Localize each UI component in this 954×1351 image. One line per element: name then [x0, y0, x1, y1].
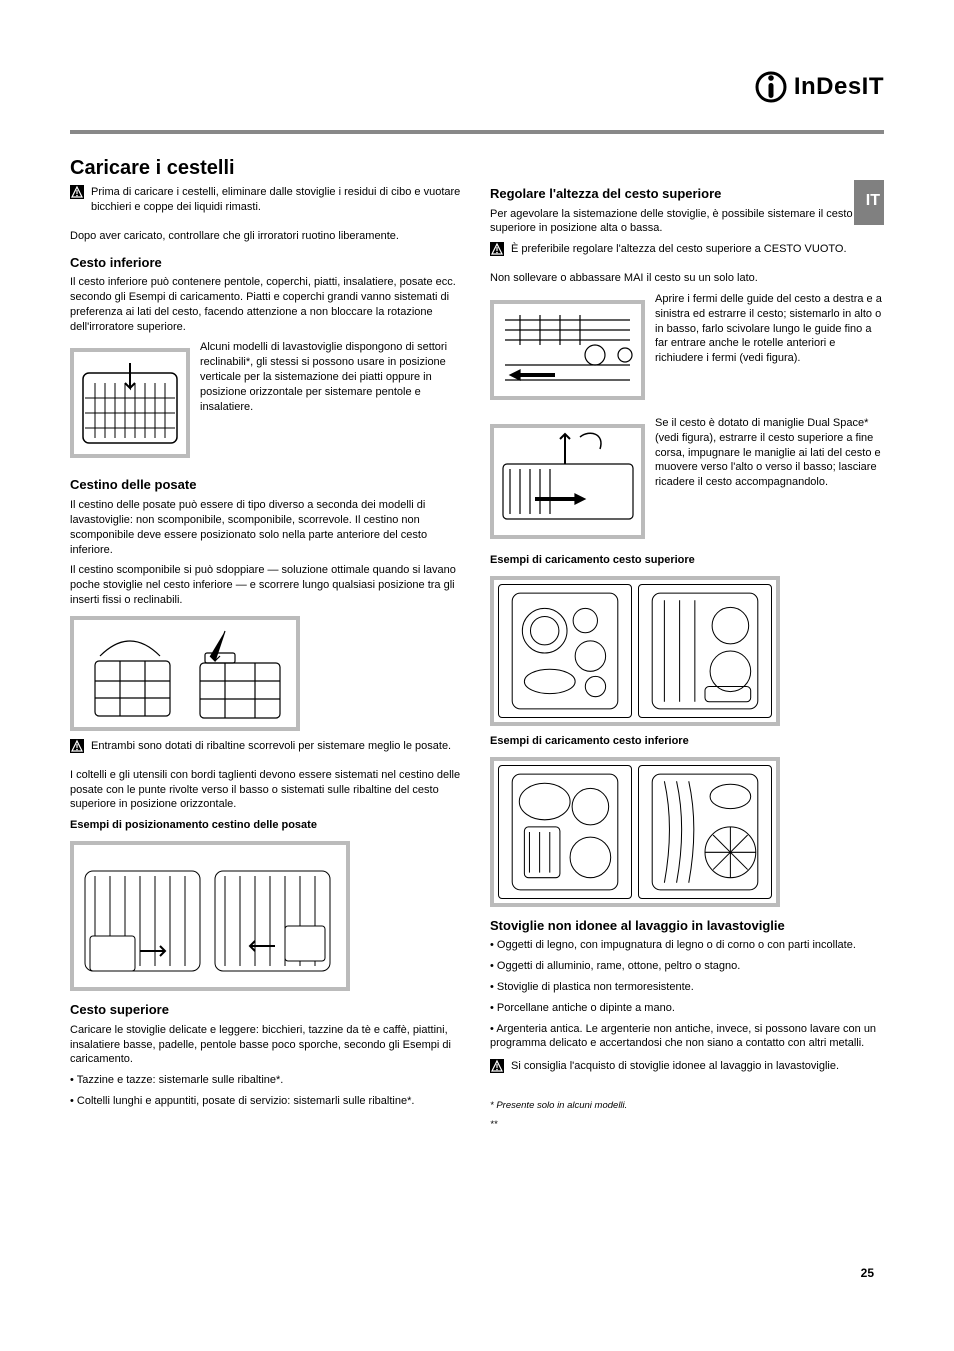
paragraph: Dopo aver caricato, controllare che gli … — [70, 229, 464, 244]
paragraph: Il cesto inferiore può contenere pentole… — [70, 275, 464, 334]
section-heading-adjust: Regolare l'altezza del cesto superiore — [490, 185, 884, 203]
warning-text: Si consiglia l'acquisto di stoviglie ido… — [511, 1059, 839, 1074]
subheading-upper-examples: Esempi di caricamento cesto superiore — [490, 553, 884, 568]
warning-text: Entrambi sono dotati di ribaltine scorre… — [91, 739, 451, 754]
warning-icon — [70, 185, 84, 199]
list-text: Tazzine e tazze: sistemarle sulle ribalt… — [77, 1074, 284, 1086]
warning-block: Entrambi sono dotati di ribaltine scorre… — [70, 739, 464, 760]
content-columns: Prima di caricare i cestelli, eliminare … — [70, 185, 884, 1251]
subheading-cutlery-position-examples: Esempi di posizionamento cestino delle p… — [70, 818, 464, 833]
section-heading-lower-rack: Cesto inferiore — [70, 254, 464, 272]
subheading-lower-examples: Esempi di caricamento cesto inferiore — [490, 734, 884, 749]
logo-icon — [754, 70, 788, 104]
section-heading-cutlery: Cestino delle posate — [70, 476, 464, 494]
section-heading-upper-rack: Cesto superiore — [70, 1001, 464, 1019]
example-illustration — [498, 584, 632, 718]
paragraph: Il cestino delle posate può essere di ti… — [70, 498, 464, 557]
left-column: Prima di caricare i cestelli, eliminare … — [70, 185, 464, 1251]
list-item: • Tazzine e tazze: sistemarle sulle riba… — [70, 1073, 464, 1088]
footnote: * Presente solo in alcuni modelli. — [490, 1100, 884, 1113]
figure-cutlery-position — [70, 841, 350, 991]
page: InDesIT IT Caricare i cestelli Prima di … — [0, 0, 954, 1351]
list-item: • Argenteria antica. Le argenterie non a… — [490, 1022, 884, 1052]
warning-block: È preferibile regolare l'altezza del ces… — [490, 242, 884, 263]
paragraph: I coltelli e gli utensili con bordi tagl… — [70, 768, 464, 813]
page-number: 25 — [861, 1265, 874, 1281]
right-column: Regolare l'altezza del cesto superiore P… — [490, 185, 884, 1251]
warning-text: È preferibile regolare l'altezza del ces… — [511, 242, 847, 257]
paragraph: Non sollevare o abbassare MAI il cesto s… — [490, 271, 884, 286]
warning-icon — [490, 242, 504, 256]
figure-lower-examples — [490, 757, 780, 907]
paragraph: Il cestino scomponibile si può sdoppiare… — [70, 563, 464, 608]
warning-block: Si consiglia l'acquisto di stoviglie ido… — [490, 1059, 884, 1080]
warning-text: Prima di caricare i cestelli, eliminare … — [91, 185, 464, 215]
page-title: Caricare i cestelli — [70, 155, 235, 182]
example-illustration — [638, 584, 772, 718]
brand-logo: InDesIT — [754, 70, 884, 104]
paragraph: Caricare le stoviglie delicate e leggere… — [70, 1023, 464, 1068]
figure-rail-stop — [490, 300, 645, 400]
paragraph: Per agevolare la sistemazione delle stov… — [490, 207, 884, 237]
figure-lower-rack-tines — [70, 348, 190, 458]
warning-icon — [490, 1059, 504, 1073]
list-item: • Oggetti di legno, con impugnatura di l… — [490, 938, 884, 953]
example-illustration — [498, 765, 632, 899]
list-item: • Oggetti di alluminio, rame, ottone, pe… — [490, 959, 884, 974]
brand-name: InDesIT — [794, 71, 884, 103]
figure-cutlery-basket — [70, 616, 300, 731]
header-rule — [70, 130, 884, 134]
list-item: • Coltelli lunghi e appuntiti, posate di… — [70, 1094, 464, 1109]
section-heading-unsuitable: Stoviglie non idonee al lavaggio in lava… — [490, 917, 884, 935]
list-text: Porcellane antiche o dipinte a mano. — [497, 1002, 675, 1014]
paragraph: Aprire i fermi delle guide del cesto a d… — [655, 292, 884, 366]
figure-upper-examples — [490, 576, 780, 726]
warning-block: Prima di caricare i cestelli, eliminare … — [70, 185, 464, 221]
footnote-stars: ** — [490, 1119, 884, 1132]
example-illustration — [638, 765, 772, 899]
list-text: Coltelli lunghi e appuntiti, posate di s… — [77, 1095, 415, 1107]
paragraph: Se il cesto è dotato di maniglie Dual Sp… — [655, 416, 884, 490]
list-text: Stoviglie di plastica non termoresistent… — [497, 981, 694, 993]
list-text: Argenteria antica. Le argenterie non ant… — [490, 1023, 876, 1050]
list-item: • Stoviglie di plastica non termoresiste… — [490, 980, 884, 995]
warning-icon — [70, 739, 84, 753]
list-item: • Porcellane antiche o dipinte a mano. — [490, 1001, 884, 1016]
figure-dual-space — [490, 424, 645, 539]
list-text: Oggetti di legno, con impugnatura di leg… — [497, 939, 856, 951]
list-text: Oggetti di alluminio, rame, ottone, pelt… — [497, 960, 740, 972]
